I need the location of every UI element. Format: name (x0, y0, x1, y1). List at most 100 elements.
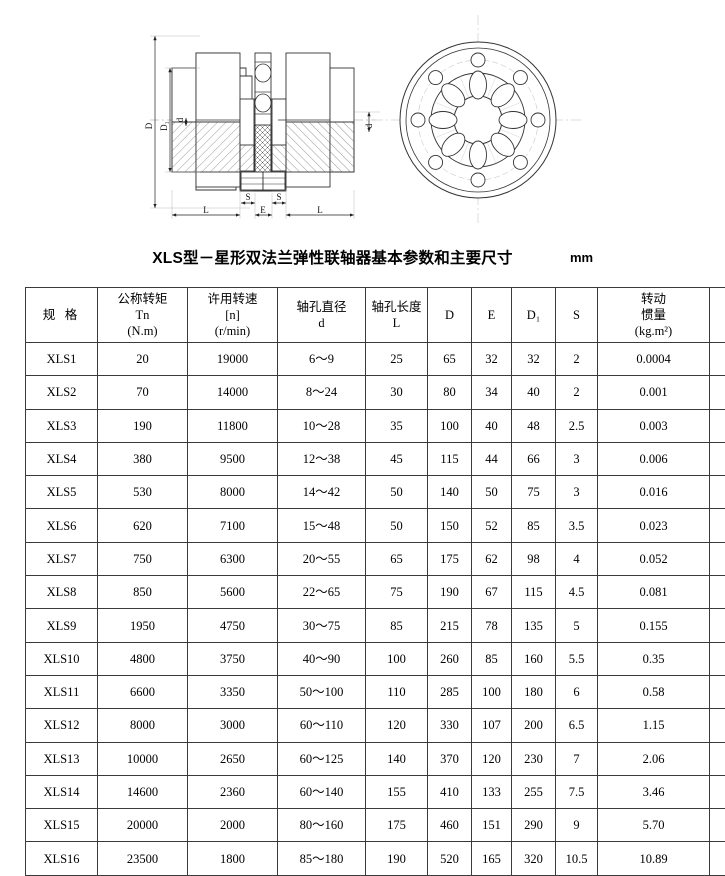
cell-nominal-torque: 530 (98, 476, 188, 509)
cell-E: 100 (472, 675, 512, 708)
cell-spec: XLS4 (26, 442, 98, 475)
cell-bore-length: 50 (366, 476, 428, 509)
cell-allowable-speed: 3750 (188, 642, 278, 675)
cell-allowable-speed: 3350 (188, 675, 278, 708)
cell-D1: 40 (512, 376, 556, 409)
cell-bore-length: 110 (366, 675, 428, 708)
cell-weight: 2.79 (710, 409, 725, 442)
cell-spec: XLS14 (26, 775, 98, 808)
cell-weight: 94.10 (710, 709, 725, 742)
dimension-label-D: D (144, 122, 154, 129)
cell-D1: 230 (512, 742, 556, 775)
cell-S: 7 (556, 742, 598, 775)
cell-D: 460 (428, 809, 472, 842)
cell-allowable-speed: 14000 (188, 376, 278, 409)
cell-allowable-speed: 3000 (188, 709, 278, 742)
cell-E: 32 (472, 343, 512, 376)
cell-weight: 184.90 (710, 775, 725, 808)
cell-moment-of-inertia: 2.06 (598, 742, 710, 775)
cell-moment-of-inertia: 0.35 (598, 642, 710, 675)
col-header-moment-of-inertia: 转动 惯量 (kg.m²) (598, 288, 710, 343)
cell-bore-diameter: 80～160 (278, 809, 366, 842)
cell-weight: 14.86 (710, 542, 725, 575)
col-header-D1: D₁ (512, 288, 556, 343)
cell-D: 100 (428, 409, 472, 442)
cell-spec: XLS11 (26, 675, 98, 708)
cell-E: 67 (472, 576, 512, 609)
cell-D: 260 (428, 642, 472, 675)
dimension-label-L-right: L (317, 205, 323, 215)
cell-nominal-torque: 10000 (98, 742, 188, 775)
cell-D1: 200 (512, 709, 556, 742)
cell-bore-length: 190 (366, 842, 428, 875)
cell-bore-length: 45 (366, 442, 428, 475)
cell-bore-diameter: 12～38 (278, 442, 366, 475)
table-row: XLS104800375040～90100260851605.50.3546.9… (26, 642, 725, 675)
cell-D1: 98 (512, 542, 556, 575)
cell-bore-diameter: 6～9 (278, 343, 366, 376)
cell-bore-length: 65 (366, 542, 428, 575)
cell-allowable-speed: 8000 (188, 476, 278, 509)
cell-bore-diameter: 40～90 (278, 642, 366, 675)
cell-spec: XLS15 (26, 809, 98, 842)
cell-S: 2 (556, 376, 598, 409)
cell-moment-of-inertia: 3.46 (598, 775, 710, 808)
cell-allowable-speed: 11800 (188, 409, 278, 442)
table-row: XLS1310000265060～12514037012023072.06135… (26, 742, 725, 775)
front-flange-view (373, 15, 583, 225)
cell-weight: 364.50 (710, 842, 725, 875)
table-title: XLS型－星形双法兰弹性联轴器基本参数和主要尺寸 (0, 246, 725, 268)
cell-S: 6 (556, 675, 598, 708)
cell-E: 50 (472, 476, 512, 509)
cell-E: 44 (472, 442, 512, 475)
cell-bore-diameter: 15～48 (278, 509, 366, 542)
cell-bore-diameter: 8～24 (278, 376, 366, 409)
cell-weight: 7.41 (710, 476, 725, 509)
cell-spec: XLS1 (26, 343, 98, 376)
cell-E: 85 (472, 642, 512, 675)
cell-E: 151 (472, 809, 512, 842)
cell-E: 62 (472, 542, 512, 575)
cell-E: 34 (472, 376, 512, 409)
cell-moment-of-inertia: 0.006 (598, 442, 710, 475)
cell-D1: 180 (512, 675, 556, 708)
cell-S: 3 (556, 476, 598, 509)
cell-moment-of-inertia: 0.016 (598, 476, 710, 509)
table-row: XLS1520000200080～16017546015129095.70263… (26, 809, 725, 842)
cell-nominal-torque: 8000 (98, 709, 188, 742)
spec-table-body: XLS120190006～92565323220.00040.905XLS270… (26, 343, 725, 876)
cell-allowable-speed: 5600 (188, 576, 278, 609)
cell-S: 4.5 (556, 576, 598, 609)
cell-allowable-speed: 2650 (188, 742, 278, 775)
cell-nominal-torque: 380 (98, 442, 188, 475)
cell-moment-of-inertia: 1.15 (598, 709, 710, 742)
cell-weight: 135.70 (710, 742, 725, 775)
cell-bore-length: 175 (366, 809, 428, 842)
cell-spec: XLS8 (26, 576, 98, 609)
cell-spec: XLS7 (26, 542, 98, 575)
cell-bore-length: 25 (366, 343, 428, 376)
cell-nominal-torque: 750 (98, 542, 188, 575)
cell-bore-length: 140 (366, 742, 428, 775)
cell-nominal-torque: 4800 (98, 642, 188, 675)
cell-bore-diameter: 10～28 (278, 409, 366, 442)
dimension-label-D1: D₁ (159, 121, 169, 131)
cell-moment-of-inertia: 10.89 (598, 842, 710, 875)
technical-drawing: D D₁ d d (0, 0, 725, 240)
cell-spec: XLS6 (26, 509, 98, 542)
cell-bore-diameter: 60～110 (278, 709, 366, 742)
cell-E: 133 (472, 775, 512, 808)
cell-spec: XLS16 (26, 842, 98, 875)
cell-spec: XLS13 (26, 742, 98, 775)
spec-table-wrap: 规 格 公称转矩 Tn (N.m) 许用转速 [n] (r/min) 轴孔直径 (25, 287, 695, 876)
cell-S: 3 (556, 442, 598, 475)
cell-S: 7.5 (556, 775, 598, 808)
cell-D: 215 (428, 609, 472, 642)
table-row: XLS128000300060～1101203301072006.51.1594… (26, 709, 725, 742)
